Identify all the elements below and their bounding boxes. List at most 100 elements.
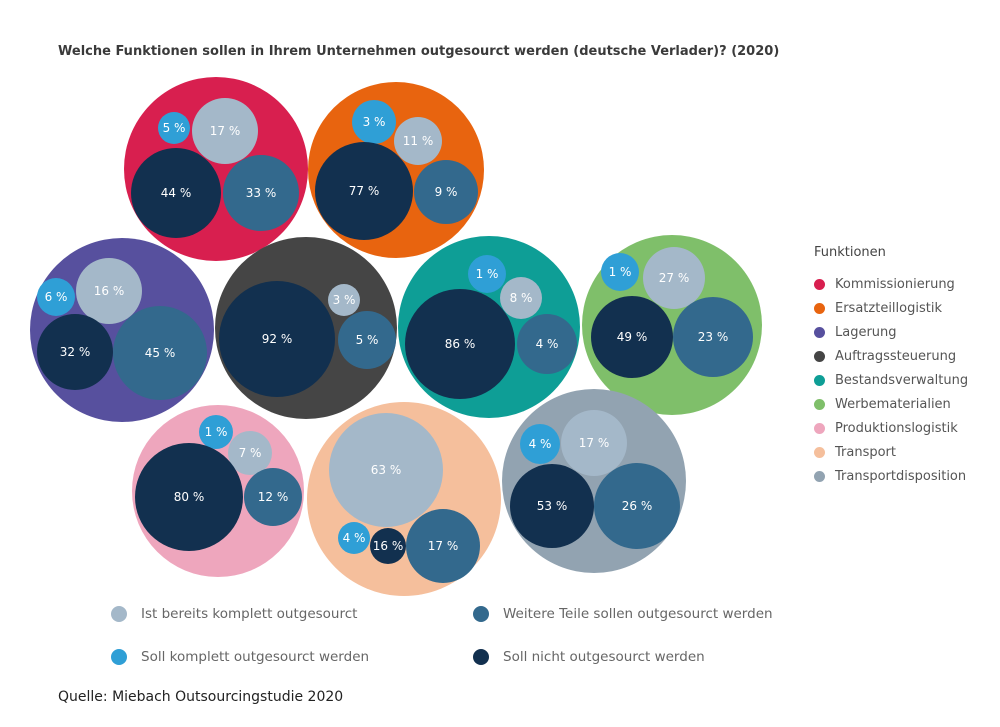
- inner-bubble-weitere-teile: [414, 160, 478, 224]
- legend-dot: [814, 350, 825, 362]
- legend-item-lagerung: Lagerung: [814, 320, 968, 344]
- inner-bubble-komplett-outgesourct: [228, 431, 272, 475]
- legend-label: Werbematerialien: [835, 396, 951, 412]
- data-label: 63 %: [371, 463, 402, 477]
- data-label: 16 %: [94, 284, 125, 298]
- data-label: 49 %: [617, 330, 648, 344]
- data-label: 92 %: [262, 332, 293, 346]
- legend-item-transportdisposition: Transportdisposition: [814, 464, 968, 488]
- legend-label: Lagerung: [835, 324, 897, 340]
- legend-item-transport: Transport: [814, 440, 968, 464]
- inner-bubble-komplett-outgesourct: [328, 284, 360, 316]
- bubble-group-werbematerialien: 27 % 1 % 49 % 23 %: [582, 235, 762, 415]
- status-key-label: Ist bereits komplett outgesourct: [141, 606, 358, 622]
- source-note: Quelle: Miebach Outsourcingstudie 2020: [58, 689, 344, 705]
- data-label: 77 %: [349, 184, 380, 198]
- legend-dot: [814, 470, 825, 482]
- data-label: 5 %: [163, 121, 186, 135]
- inner-bubble-weitere-teile: [113, 306, 207, 400]
- inner-bubble-komplett-outgesourct: [643, 247, 705, 309]
- data-label: 16 %: [373, 539, 404, 553]
- data-label: 86 %: [445, 337, 476, 351]
- data-label: 53 %: [537, 499, 568, 513]
- inner-bubble-nicht: [135, 443, 243, 551]
- data-label: 4 %: [536, 337, 559, 351]
- inner-bubble-nicht: [131, 148, 221, 238]
- data-label: 4 %: [529, 437, 552, 451]
- data-label: 26 %: [622, 499, 653, 513]
- functions-legend-title: Funktionen: [814, 245, 886, 260]
- data-label: 7 %: [239, 446, 262, 460]
- data-label: 9 %: [435, 185, 458, 199]
- data-label: 11 %: [403, 134, 434, 148]
- data-label: 1 %: [609, 265, 632, 279]
- inner-bubble-weitere-teile: [406, 509, 480, 583]
- legend-item-werbematerialien: Werbematerialien: [814, 392, 968, 416]
- legend-item-kommissionierung: Kommissionierung: [814, 272, 968, 296]
- inner-bubble-komplett-outgesourct: [561, 410, 627, 476]
- status-key-dot: [473, 606, 489, 622]
- status-key-komplett-outgesourct: Ist bereits komplett outgesourct: [111, 606, 357, 622]
- data-label: 45 %: [145, 346, 176, 360]
- inner-bubble-komplett-outgesourct: [192, 98, 258, 164]
- data-label: 3 %: [333, 293, 356, 307]
- inner-bubble-soll-komplett: [158, 112, 190, 144]
- bubble-group-kommissionierung: 17 % 5 % 44 % 33 %: [124, 77, 308, 261]
- data-label: 80 %: [174, 490, 205, 504]
- inner-bubble-weitere-teile: [338, 311, 396, 369]
- bubble-group-ersatzteillogistik: 11 % 3 % 77 % 9 %: [308, 82, 484, 258]
- inner-bubble-komplett-outgesourct: [500, 277, 542, 319]
- inner-bubble-soll-komplett: [338, 522, 370, 554]
- legend-item-produktionslogistik: Produktionslogistik: [814, 416, 968, 440]
- status-key-dot: [473, 649, 489, 665]
- bubble-group-transport: 63 % 4 % 16 % 17 %: [307, 402, 501, 596]
- data-label: 17 %: [579, 436, 610, 450]
- inner-bubble-weitere-teile: [594, 463, 680, 549]
- data-label: 33 %: [246, 186, 277, 200]
- inner-bubble-soll-komplett: [468, 255, 506, 293]
- inner-bubble-soll-komplett: [37, 278, 75, 316]
- data-label: 17 %: [428, 539, 459, 553]
- legend-dot: [814, 422, 825, 434]
- legend-dot: [814, 326, 825, 338]
- legend-label: Bestandsverwaltung: [835, 372, 969, 388]
- bubble-group-produktionslogistik: 7 % 1 % 80 % 12 %: [132, 405, 304, 577]
- legend-label: Transportdisposition: [835, 468, 967, 484]
- status-key-label: Weitere Teile sollen outgesourct werden: [503, 606, 773, 622]
- legend-label: Transport: [835, 444, 897, 460]
- status-key-dot: [111, 606, 127, 622]
- inner-bubble-soll-komplett: [199, 415, 233, 449]
- inner-bubble-soll-komplett: [352, 100, 396, 144]
- data-label: 27 %: [659, 271, 690, 285]
- inner-bubble-nicht: [510, 464, 594, 548]
- legend-label: Produktionslogistik: [835, 420, 958, 436]
- functions-legend: Kommissionierung Ersatzteillogistik Lage…: [814, 272, 968, 488]
- data-label: 8 %: [510, 291, 533, 305]
- inner-bubble-nicht: [591, 296, 673, 378]
- bubble-group-transportdisposition: 17 % 4 % 53 % 26 %: [502, 389, 686, 573]
- legend-label: Kommissionierung: [835, 276, 955, 292]
- inner-bubble-weitere-teile: [223, 155, 299, 231]
- inner-bubble-nicht: [370, 528, 406, 564]
- data-label: 1 %: [476, 267, 499, 281]
- inner-bubble-komplett-outgesourct: [76, 258, 142, 324]
- status-key-dot: [111, 649, 127, 665]
- legend-dot: [814, 302, 825, 314]
- inner-bubble-nicht: [405, 289, 515, 399]
- inner-bubble-nicht: [219, 281, 335, 397]
- legend-dot: [814, 278, 825, 290]
- bubble-group-lagerung: 16 % 6 % 32 % 45 %: [30, 238, 214, 422]
- legend-dot: [814, 446, 825, 458]
- inner-bubble-soll-komplett: [601, 253, 639, 291]
- bubble-group-bestandsverwaltung: 8 % 1 % 86 % 4 %: [398, 236, 580, 418]
- chart-title: Welche Funktionen sollen in Ihrem Untern…: [58, 44, 780, 59]
- data-label: 17 %: [210, 124, 241, 138]
- inner-bubble-nicht: [37, 314, 113, 390]
- inner-bubble-weitere-teile: [517, 314, 577, 374]
- data-label: 1 %: [205, 425, 228, 439]
- data-label: 4 %: [343, 531, 366, 545]
- data-label: 6 %: [45, 290, 68, 304]
- status-key-label: Soll komplett outgesourct werden: [141, 649, 370, 665]
- inner-bubble-komplett-outgesourct: [329, 413, 443, 527]
